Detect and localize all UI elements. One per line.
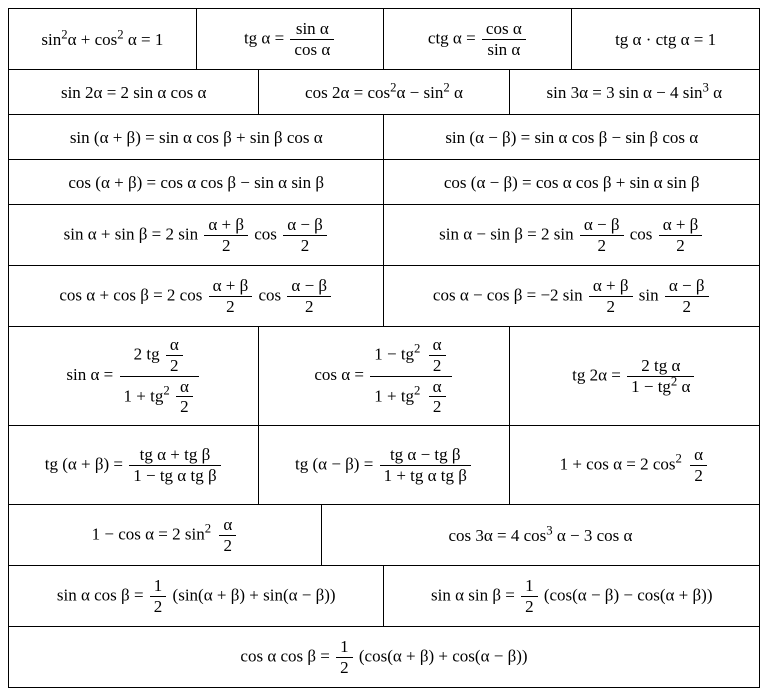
formula-text: tg α · ctg α = 1 bbox=[615, 30, 716, 50]
cell-sin-plus-sin: sin α + sin β = 2 sin α + β2 cos α − β2 bbox=[9, 205, 384, 266]
cell-ctg-def: ctg α = cos α sin α bbox=[384, 9, 572, 70]
cell-sincos-product: sin α cos β = 12 (sin(α + β) + sin(α − β… bbox=[9, 566, 384, 627]
formula-text: ctg α = cos α sin α bbox=[428, 20, 528, 59]
cell-coscos-product: cos α cos β = 12 (cos(α + β) + cos(α − β… bbox=[9, 627, 760, 688]
formula-text: cos (α − β) = cos α cos β + sin α sin β bbox=[444, 173, 700, 193]
table-row: sin 2α = 2 sin α cos α cos 2α = cos2α − … bbox=[9, 70, 760, 115]
table-row: sin2α + cos2 α = 1 tg α = sin α cos α ct… bbox=[9, 9, 760, 70]
cell-sin-halfangle: sin α = 2 tg α2 1 + tg2 α2 bbox=[9, 327, 259, 426]
fraction: 2 tg α 1 − tg2 α bbox=[627, 357, 694, 396]
cell-tg-sum: tg (α + β) = tg α + tg β1 − tg α tg β bbox=[9, 426, 259, 505]
table-row: sin α cos β = 12 (sin(α + β) + sin(α − β… bbox=[9, 566, 760, 627]
cell-cos-minus-cos: cos α − cos β = −2 sin α + β2 sin α − β2 bbox=[384, 266, 760, 327]
cell-cos-sum: cos (α + β) = cos α cos β − sin α sin β bbox=[9, 160, 384, 205]
formula-text: sin2α + cos2 α = 1 bbox=[41, 30, 163, 50]
cell-sin2a: sin 2α = 2 sin α cos α bbox=[9, 70, 259, 115]
fraction: cos α sin α bbox=[482, 20, 526, 59]
formula-text: tg 2α = 2 tg α 1 − tg2 α bbox=[572, 357, 696, 396]
cell-1pluscos: 1 + cos α = 2 cos2 α2 bbox=[509, 426, 759, 505]
formula-text: cos 2α = cos2α − sin2 α bbox=[305, 83, 463, 103]
formula-text: cos α + cos β = 2 cos α + β2 cos α − β2 bbox=[59, 277, 333, 316]
cell-1minuscos: 1 − cos α = 2 sin2 α2 bbox=[9, 505, 322, 566]
table-row: tg (α + β) = tg α + tg β1 − tg α tg β tg… bbox=[9, 426, 760, 505]
table-row: cos (α + β) = cos α cos β − sin α sin β … bbox=[9, 160, 760, 205]
formula-text: sin (α − β) = sin α cos β − sin β cos α bbox=[445, 128, 698, 148]
table-row: cos α cos β = 12 (cos(α + β) + cos(α − β… bbox=[9, 627, 760, 688]
cell-tg-ctg: tg α · ctg α = 1 bbox=[572, 9, 760, 70]
cell-pythagorean: sin2α + cos2 α = 1 bbox=[9, 9, 197, 70]
cell-sin-sum: sin (α + β) = sin α cos β + sin β cos α bbox=[9, 115, 384, 160]
formula-text: sin 3α = 3 sin α − 4 sin3 α bbox=[547, 83, 723, 103]
trig-formula-table: sin2α + cos2 α = 1 tg α = sin α cos α ct… bbox=[8, 8, 760, 688]
fraction: sin α cos α bbox=[290, 20, 334, 59]
formula-text: sin 2α = 2 sin α cos α bbox=[61, 83, 206, 103]
fraction: 1 − tg2 α2 1 + tg2 α2 bbox=[370, 336, 451, 416]
table-row: sin α = 2 tg α2 1 + tg2 α2 cos α = 1 − t… bbox=[9, 327, 760, 426]
formula-text: sin α + sin β = 2 sin α + β2 cos α − β2 bbox=[64, 216, 329, 255]
cell-sin3a: sin 3α = 3 sin α − 4 sin3 α bbox=[509, 70, 759, 115]
cell-cos-halfangle: cos α = 1 − tg2 α2 1 + tg2 α2 bbox=[259, 327, 509, 426]
formula-text: sin α = 2 tg α2 1 + tg2 α2 bbox=[66, 336, 200, 416]
formula-text: tg α = sin α cos α bbox=[244, 20, 336, 59]
cell-tg2a: tg 2α = 2 tg α 1 − tg2 α bbox=[509, 327, 759, 426]
formula-text: sin α sin β = 12 (cos(α − β) − cos(α + β… bbox=[431, 577, 713, 616]
formula-text: 1 + cos α = 2 cos2 α2 bbox=[560, 446, 709, 485]
cell-cos-plus-cos: cos α + cos β = 2 cos α + β2 cos α − β2 bbox=[9, 266, 384, 327]
formula-text: sin α − sin β = 2 sin α − β2 cos α + β2 bbox=[439, 216, 704, 255]
cell-sin-diff: sin (α − β) = sin α cos β − sin β cos α bbox=[384, 115, 760, 160]
cell-sinsin-product: sin α sin β = 12 (cos(α − β) − cos(α + β… bbox=[384, 566, 760, 627]
formula-text: cos α − cos β = −2 sin α + β2 sin α − β2 bbox=[433, 277, 711, 316]
formula-text: tg (α − β) = tg α − tg β1 + tg α tg β bbox=[295, 446, 473, 485]
cell-sin-minus-sin: sin α − sin β = 2 sin α − β2 cos α + β2 bbox=[384, 205, 760, 266]
cell-tg-def: tg α = sin α cos α bbox=[196, 9, 384, 70]
table-row: sin α + sin β = 2 sin α + β2 cos α − β2 … bbox=[9, 205, 760, 266]
formula-text: sin α cos β = 12 (sin(α + β) + sin(α − β… bbox=[57, 577, 336, 616]
formula-text: cos (α + β) = cos α cos β − sin α sin β bbox=[68, 173, 324, 193]
table-row: 1 − cos α = 2 sin2 α2 cos 3α = 4 cos3 α … bbox=[9, 505, 760, 566]
fraction: 2 tg α2 1 + tg2 α2 bbox=[120, 336, 199, 416]
cell-tg-diff: tg (α − β) = tg α − tg β1 + tg α tg β bbox=[259, 426, 509, 505]
formula-text: cos α cos β = 12 (cos(α + β) + cos(α − β… bbox=[240, 638, 527, 677]
formula-text: tg (α + β) = tg α + tg β1 − tg α tg β bbox=[45, 446, 223, 485]
table-row: sin (α + β) = sin α cos β + sin β cos α … bbox=[9, 115, 760, 160]
formula-text: sin (α + β) = sin α cos β + sin β cos α bbox=[70, 128, 323, 148]
cell-cos-diff: cos (α − β) = cos α cos β + sin α sin β bbox=[384, 160, 760, 205]
formula-text: 1 − cos α = 2 sin2 α2 bbox=[92, 516, 239, 555]
formula-text: cos α = 1 − tg2 α2 1 + tg2 α2 bbox=[314, 336, 453, 416]
formula-text: cos 3α = 4 cos3 α − 3 cos α bbox=[448, 526, 632, 546]
cell-cos3a: cos 3α = 4 cos3 α − 3 cos α bbox=[321, 505, 759, 566]
cell-cos2a: cos 2α = cos2α − sin2 α bbox=[259, 70, 509, 115]
table-row: cos α + cos β = 2 cos α + β2 cos α − β2 … bbox=[9, 266, 760, 327]
